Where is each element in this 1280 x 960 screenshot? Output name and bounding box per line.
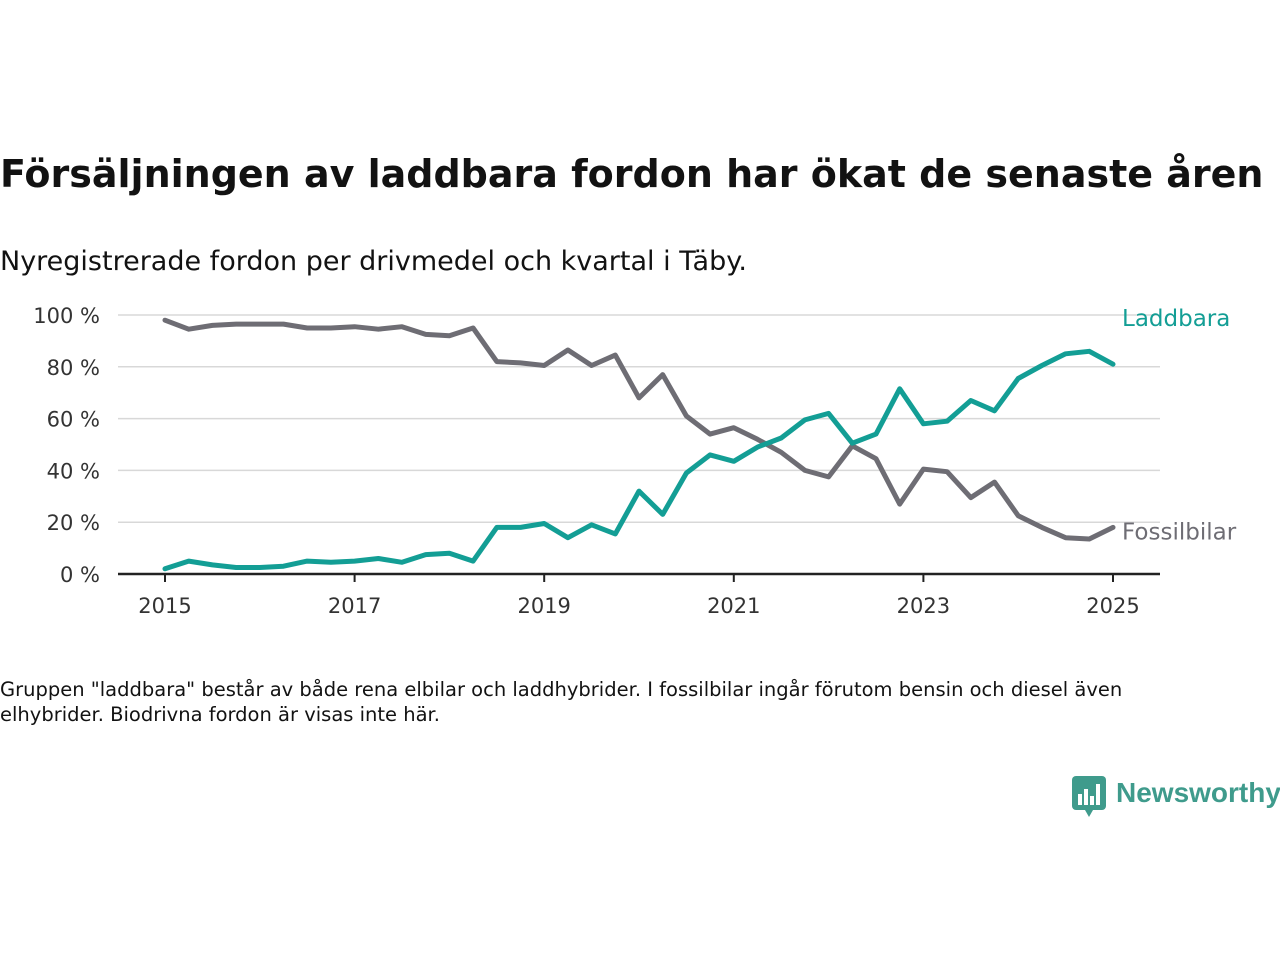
chart-title: Försäljningen av laddbara fordon har öka… <box>0 152 1264 196</box>
series-line-laddbara <box>162 348 1116 572</box>
series-label-fossilbilar: Fossilbilar <box>1122 519 1237 545</box>
y-tick-label: 60 % <box>47 408 100 432</box>
series-label-laddbara: Laddbara <box>1122 306 1230 332</box>
y-tick-label: 20 % <box>47 511 100 535</box>
line-chart: 0 % 20 % 40 % 60 % 80 % 100 % 2015 2017 2019 202… <box>33 304 1237 618</box>
x-tick-label: 2015 <box>138 594 191 618</box>
x-tick-label: 2023 <box>897 594 950 618</box>
x-axis-ticks: 2015 2017 2019 2021 2023 2025 <box>118 572 1160 618</box>
x-tick-label: 2019 <box>517 594 570 618</box>
series-line-fossilbilar <box>162 317 1116 542</box>
y-axis-ticks: 0 % 20 % 40 % 60 % 80 % 100 % <box>33 304 100 587</box>
y-tick-label: 80 % <box>47 356 100 380</box>
y-tick-label: 100 % <box>33 304 100 328</box>
brand-name: Newsworthy <box>1116 777 1280 808</box>
brand-logo: Newsworthy <box>1072 776 1280 820</box>
bar-chart-speech-bubble-icon <box>1072 776 1106 817</box>
gridlines <box>118 314 1160 523</box>
chart-subtitle: Nyregistrerade fordon per drivmedel och … <box>0 246 747 277</box>
y-tick-label: 0 % <box>60 563 100 587</box>
series-lines <box>162 317 1116 572</box>
x-tick-label: 2017 <box>328 594 381 618</box>
y-tick-label: 40 % <box>47 459 100 483</box>
x-tick-label: 2021 <box>707 594 760 618</box>
series-labels: Laddbara Fossilbilar <box>1122 306 1237 545</box>
chart-footnote: Gruppen "laddbara" består av både rena e… <box>0 678 1123 726</box>
x-tick-label: 2025 <box>1086 594 1139 618</box>
